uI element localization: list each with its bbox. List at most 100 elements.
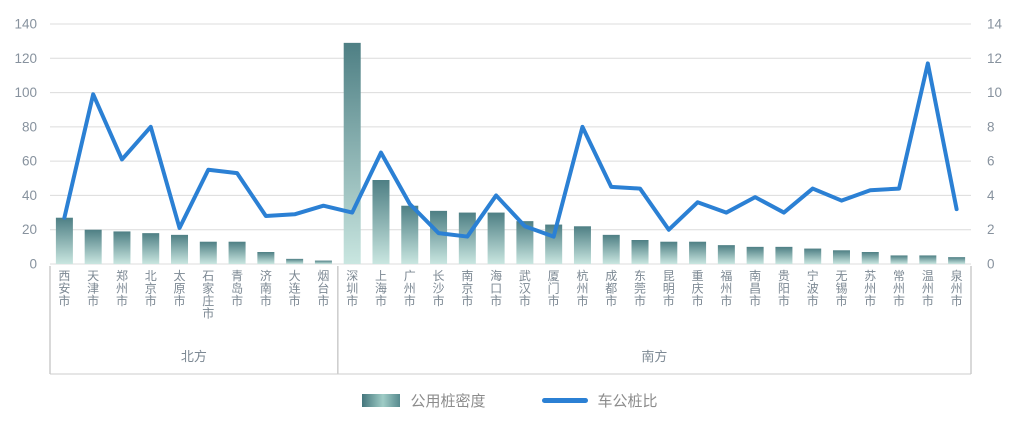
bar xyxy=(487,212,505,264)
group-label-north: 北方 xyxy=(181,349,207,364)
x-axis-category-label: 市 xyxy=(433,293,445,308)
x-axis-category-label: 市 xyxy=(778,293,790,308)
x-axis-category-label: 市 xyxy=(116,293,128,308)
x-axis-category-label: 庆 xyxy=(692,282,704,296)
line-series-swatch-icon xyxy=(541,398,588,403)
right-axis-tick-label: 2 xyxy=(987,222,995,237)
left-axis-tick-label: 100 xyxy=(14,85,37,100)
x-axis-category-label: 州 xyxy=(404,282,416,296)
x-axis-category-label: 市 xyxy=(375,293,387,308)
x-axis-category-label: 门 xyxy=(548,281,560,296)
group-label-south: 南方 xyxy=(641,349,667,364)
x-axis-category-label: 海 xyxy=(375,281,387,296)
x-axis-category-label: 苏 xyxy=(864,269,876,283)
x-axis-category-label: 市 xyxy=(260,293,272,308)
x-axis-category-label: 重 xyxy=(692,269,704,283)
left-axis-tick-label: 140 xyxy=(14,17,37,32)
x-axis-category-label: 市 xyxy=(490,293,502,308)
x-axis-category-label: 市 xyxy=(634,293,646,308)
legend-item-bar-series[interactable]: 公用桩密度 xyxy=(362,390,486,411)
x-axis-category-label: 京 xyxy=(145,282,157,296)
bar xyxy=(228,241,246,264)
x-axis-category-label: 岛 xyxy=(231,281,243,296)
bar xyxy=(257,252,275,264)
left-axis-tick-label: 20 xyxy=(22,222,37,237)
x-axis-category-label: 波 xyxy=(807,282,819,296)
x-axis-category-label: 州 xyxy=(720,282,732,296)
x-axis-category-label: 常 xyxy=(893,269,905,283)
x-axis-category-label: 市 xyxy=(692,293,704,308)
x-axis-category-label: 温 xyxy=(922,269,934,283)
bar xyxy=(717,245,735,264)
x-axis-category-label: 锡 xyxy=(835,281,847,296)
x-axis-category-label: 市 xyxy=(404,293,416,308)
legend-item-line-series[interactable]: 车公桩比 xyxy=(541,390,658,411)
bar xyxy=(631,240,649,264)
x-axis-category-label: 昆 xyxy=(663,269,675,283)
x-axis-category-label: 东 xyxy=(634,269,646,283)
bar xyxy=(199,241,217,264)
bar xyxy=(861,252,879,264)
bar xyxy=(775,246,793,264)
bar xyxy=(171,234,189,264)
bar xyxy=(689,241,707,264)
legend: 公用桩密度 车公桩比 xyxy=(0,390,1020,411)
x-axis-category-label: 市 xyxy=(605,293,617,308)
x-axis-category-label: 汉 xyxy=(519,282,531,296)
bar xyxy=(55,217,73,264)
x-axis-category-label: 泉 xyxy=(951,269,963,283)
x-axis-category-label: 广 xyxy=(404,269,416,283)
x-axis-category-label: 连 xyxy=(289,281,301,296)
x-axis-category-label: 海 xyxy=(490,268,502,283)
x-axis-category-label: 台 xyxy=(317,281,329,296)
right-axis-tick-label: 8 xyxy=(987,119,995,134)
x-axis-category-label: 市 xyxy=(346,293,358,308)
x-axis-category-label: 贵 xyxy=(778,269,790,283)
x-axis-category-label: 市 xyxy=(317,293,329,308)
right-axis-tick-label: 14 xyxy=(987,17,1003,32)
bar xyxy=(430,210,448,264)
x-axis-category-label: 市 xyxy=(663,293,675,308)
x-axis-category-label: 市 xyxy=(749,293,761,308)
x-axis-category-label: 市 xyxy=(576,293,588,308)
legend-label-bar-series: 公用桩密度 xyxy=(410,393,486,410)
bar xyxy=(919,255,937,264)
x-axis-category-label: 上 xyxy=(375,269,387,283)
bar xyxy=(84,229,102,264)
x-axis-category-label: 州 xyxy=(922,282,934,296)
x-axis-category-label: 福 xyxy=(720,268,732,283)
x-axis-category-label: 深 xyxy=(346,269,358,283)
x-axis-category-label: 圳 xyxy=(346,282,358,296)
x-axis-category-label: 长 xyxy=(433,269,445,283)
bar xyxy=(516,221,534,264)
x-axis-category-label: 南 xyxy=(461,268,473,283)
bar xyxy=(573,226,591,264)
x-axis-category-label: 原 xyxy=(174,282,186,296)
left-axis-tick-label: 80 xyxy=(22,119,37,134)
x-axis-category-label: 市 xyxy=(893,293,905,308)
x-axis-category-label: 大 xyxy=(289,269,301,283)
bar-series-swatch-icon xyxy=(362,394,401,407)
x-axis-category-label: 西 xyxy=(58,269,70,283)
x-axis-category-label: 明 xyxy=(663,282,675,296)
x-axis-category-label: 市 xyxy=(922,293,934,308)
right-axis-tick-label: 10 xyxy=(987,85,1002,100)
x-axis-category-label: 家 xyxy=(202,281,214,296)
x-axis-category-label: 州 xyxy=(576,282,588,296)
bar xyxy=(804,248,822,264)
right-axis-tick-label: 6 xyxy=(987,154,995,169)
x-axis-category-label: 津 xyxy=(87,282,99,296)
x-axis-category-label: 青 xyxy=(231,269,243,283)
x-axis-category-label: 石 xyxy=(202,269,214,283)
x-axis-category-label: 成 xyxy=(605,269,617,283)
x-axis-category-label: 口 xyxy=(490,282,502,296)
bar xyxy=(890,255,908,264)
bar xyxy=(746,246,764,264)
legend-label-line-series: 车公桩比 xyxy=(597,393,658,410)
x-axis-category-label: 州 xyxy=(951,282,963,296)
x-axis-category-label: 市 xyxy=(720,293,732,308)
bar xyxy=(948,257,966,264)
x-axis-category-label: 天 xyxy=(87,269,99,283)
